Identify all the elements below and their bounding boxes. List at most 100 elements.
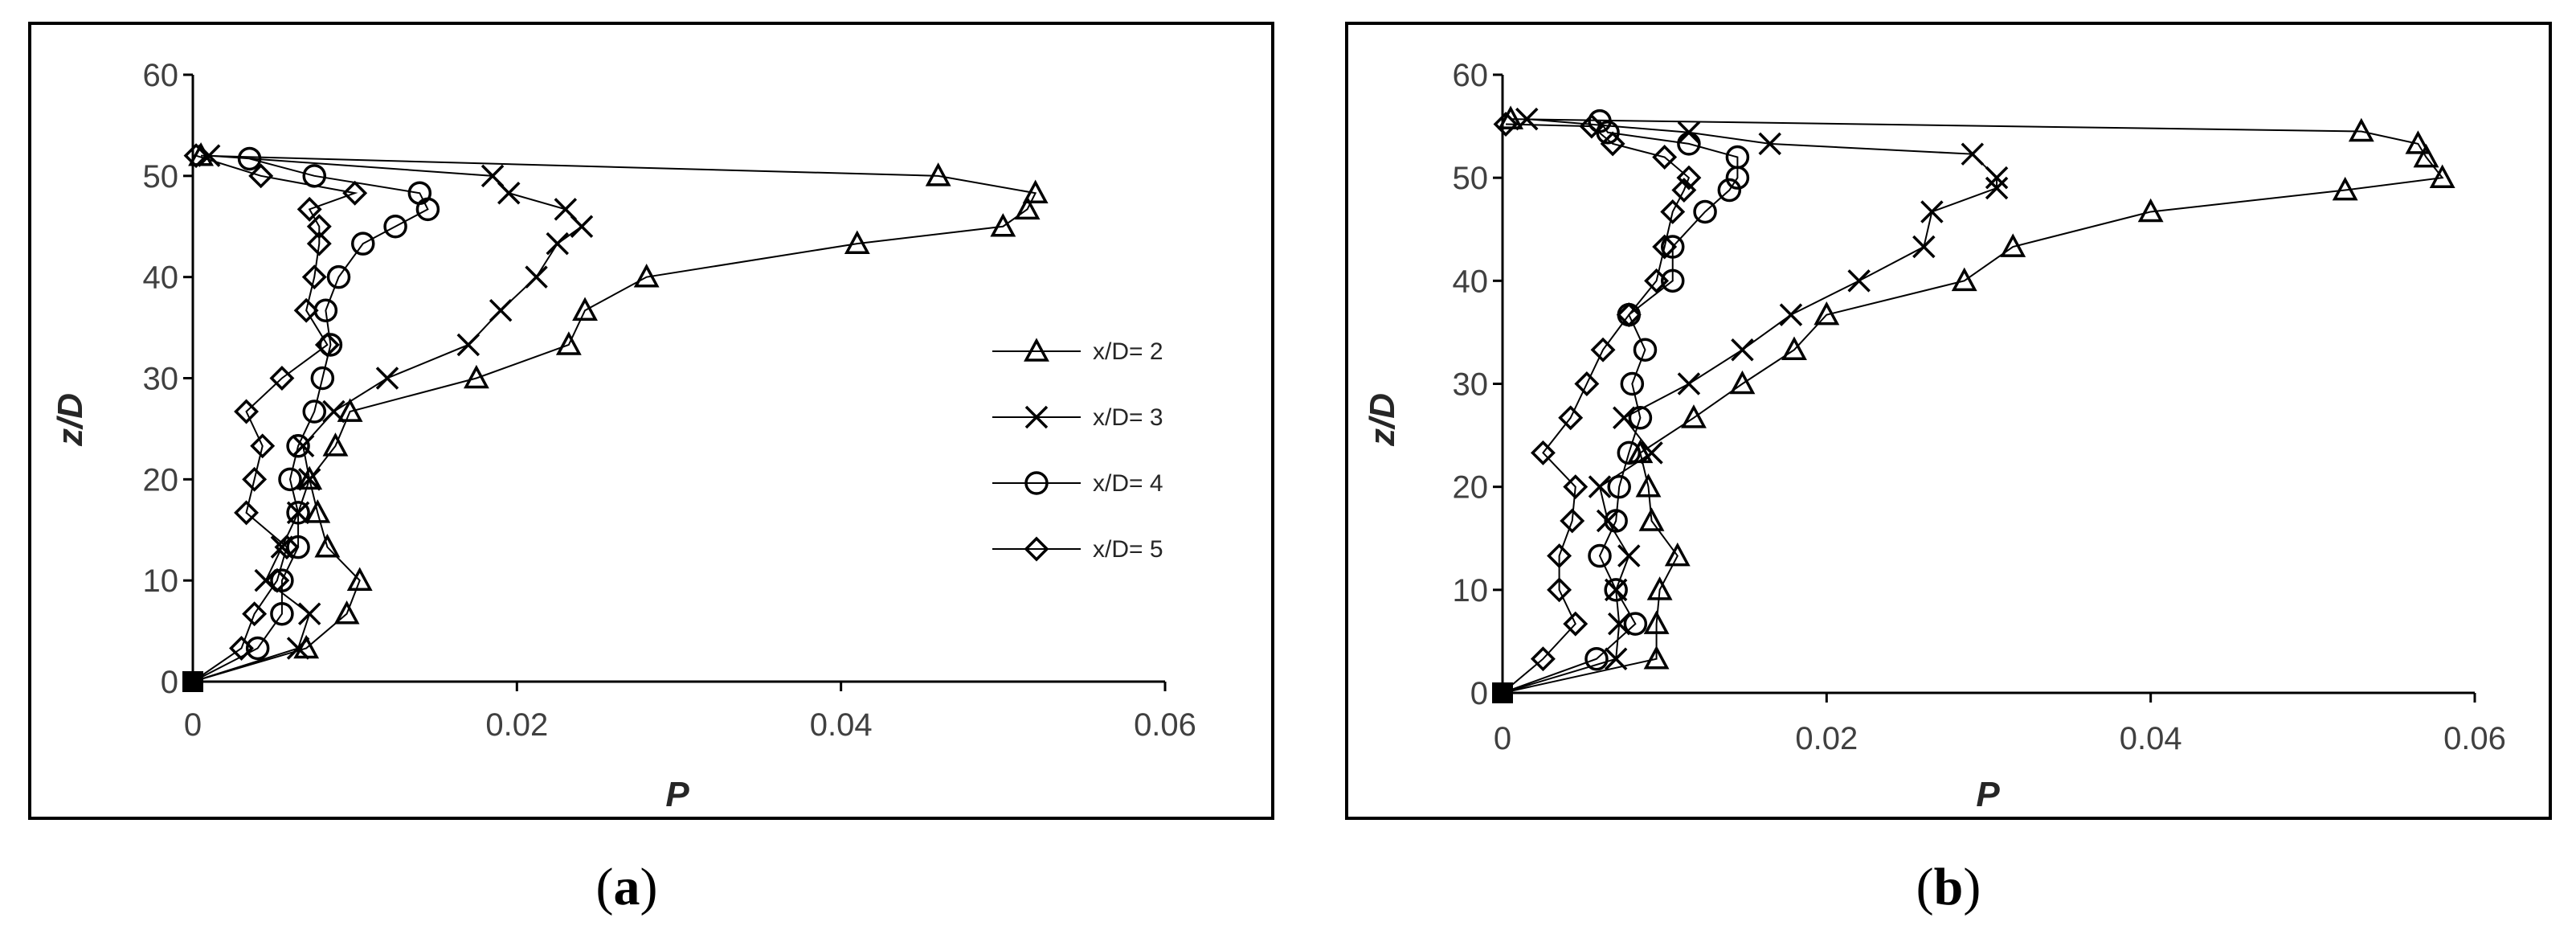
data-point-triangle — [925, 162, 951, 186]
data-point-triangle — [463, 364, 489, 389]
x-axis-title: P — [665, 775, 689, 814]
data-point-diamond — [296, 196, 322, 222]
data-point-diamond — [314, 332, 340, 358]
data-point-circle — [1677, 132, 1701, 156]
x-tick-label: 0.02 — [1795, 721, 1858, 756]
data-point-circle — [1620, 371, 1645, 396]
data-point-circle — [286, 535, 310, 559]
data-point-circle — [302, 399, 326, 424]
data-point-circle — [1633, 338, 1658, 362]
data-point-diamond — [293, 297, 319, 323]
data-point-diamond — [1560, 508, 1585, 534]
data-point-x — [297, 468, 321, 491]
data-point-circle — [1588, 109, 1612, 133]
y-tick-label: 50 — [1453, 161, 1489, 196]
data-point-x — [322, 399, 346, 424]
data-point-diamond — [1547, 577, 1572, 603]
data-point-x — [1731, 338, 1754, 362]
legend-marker-circle — [1024, 471, 1049, 495]
data-point-triangle — [337, 398, 363, 422]
data-point-circle — [1693, 199, 1717, 224]
data-point-circle — [1628, 406, 1653, 430]
x-tick-label: 0.06 — [2443, 721, 2506, 756]
series-line — [1502, 118, 2444, 694]
data-point-x — [1604, 647, 1628, 670]
series-line — [192, 154, 1037, 682]
y-tick-label: 10 — [143, 563, 179, 599]
data-point-diamond — [264, 567, 290, 593]
data-point-x — [546, 231, 569, 256]
series-line — [192, 158, 429, 682]
data-point-triangle — [1022, 179, 1049, 204]
data-point-diamond — [269, 366, 295, 391]
data-point-circle — [270, 568, 294, 592]
data-point-circle — [237, 146, 262, 171]
data-point-circle — [1725, 145, 1750, 170]
data-point-triangle — [844, 230, 870, 254]
data-point-diamond — [1530, 646, 1556, 672]
data-point-triangle — [1646, 576, 1673, 600]
panel-b-label: b — [1934, 858, 1964, 916]
legend-item: x/D= 5 — [992, 536, 1163, 563]
data-point-circle — [1617, 440, 1642, 465]
data-point-triangle — [346, 567, 373, 591]
y-tick-label: 0 — [161, 665, 178, 700]
y-axis-title: z/D — [51, 393, 90, 447]
data-point-triangle — [2413, 143, 2439, 168]
data-point-circle — [278, 467, 302, 492]
y-tick-label: 60 — [143, 58, 179, 93]
data-point-circle — [245, 636, 270, 661]
data-point-circle — [326, 264, 351, 289]
data-point-x — [1596, 509, 1620, 533]
y-tick-label: 0 — [1470, 676, 1488, 711]
data-point-triangle — [1664, 542, 1691, 567]
legend-label: x/D= 4 — [1093, 470, 1163, 497]
data-point-diamond — [306, 231, 332, 256]
data-point-triangle — [296, 465, 323, 490]
data-point-triangle — [1813, 301, 1840, 326]
data-point-triangle — [555, 331, 582, 355]
data-point-circle — [318, 333, 343, 357]
y-tick-label: 20 — [1453, 470, 1489, 506]
x-axis-title: P — [1976, 775, 2000, 814]
data-point-triangle — [1781, 336, 1807, 361]
data-point-diamond — [229, 636, 254, 661]
legend-item: x/D= 4 — [992, 470, 1163, 497]
data-point-triangle — [333, 600, 360, 625]
data-point-triangle — [1627, 439, 1654, 464]
data-point-triangle — [1951, 267, 1977, 292]
data-point-diamond — [1676, 165, 1702, 191]
data-point-triangle — [2137, 198, 2164, 223]
legend-marker-x — [1024, 405, 1049, 429]
data-point-x — [286, 637, 310, 660]
data-point-x — [1758, 132, 1781, 156]
data-point-circle — [1604, 509, 1628, 533]
data-point-triangle — [2332, 176, 2358, 201]
y-tick-label: 10 — [1453, 573, 1489, 608]
data-point-circle — [286, 434, 310, 458]
panel-a-label: a — [614, 858, 640, 916]
legend-item: x/D= 2 — [992, 338, 1163, 365]
data-point-diamond — [1547, 543, 1572, 569]
data-point-diamond — [183, 143, 209, 169]
data-point-triangle — [1681, 404, 1707, 428]
data-point-triangle — [1729, 370, 1756, 395]
series-line — [192, 154, 358, 682]
legend-marker-triangle — [1024, 338, 1049, 362]
data-point-circle — [1661, 235, 1685, 259]
data-point-diamond — [1563, 474, 1589, 500]
data-point-diamond — [234, 500, 260, 526]
y-tick-label: 40 — [1453, 264, 1489, 299]
data-point-circle — [1604, 578, 1628, 602]
data-point-diamond — [1616, 302, 1642, 328]
data-point-diamond — [1579, 113, 1605, 139]
data-point-triangle — [1643, 610, 1670, 634]
data-point-x — [1640, 441, 1663, 465]
legend-item: x/D= 3 — [992, 404, 1163, 431]
data-point-diamond — [1530, 440, 1556, 465]
data-point-circle — [351, 231, 375, 256]
data-point-diamond — [1644, 268, 1670, 293]
data-point-circle — [1584, 646, 1609, 671]
data-point-triangle — [2000, 233, 2026, 257]
